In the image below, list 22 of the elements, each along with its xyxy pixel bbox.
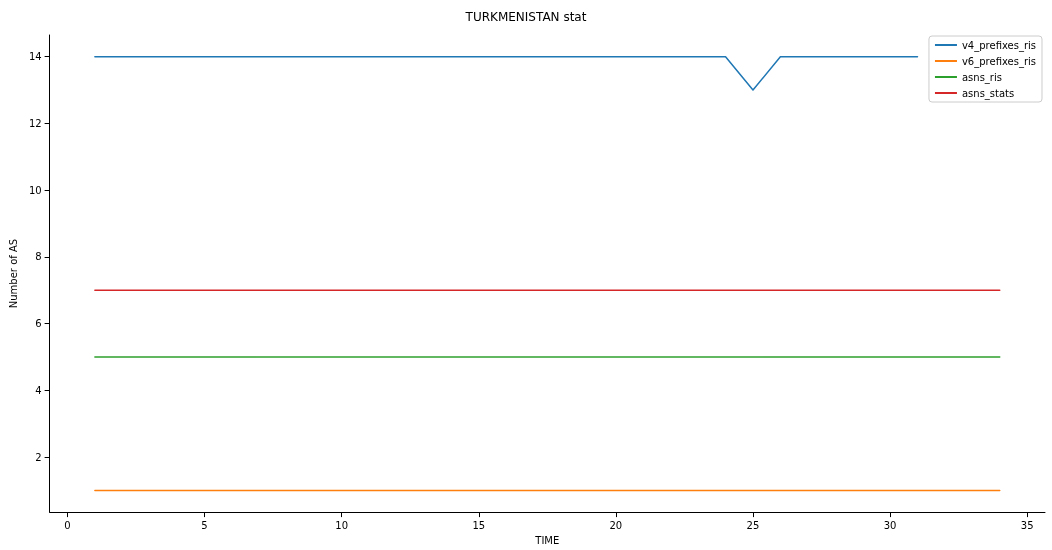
legend-label: asns_stats bbox=[961, 87, 1015, 100]
x-axis-title: TIME bbox=[534, 534, 560, 546]
legend-label: asns_ris bbox=[961, 71, 1002, 84]
y-tick-label: 2 bbox=[35, 451, 42, 463]
x-tick-label: 0 bbox=[64, 519, 71, 531]
y-tick-label: 14 bbox=[28, 51, 42, 63]
y-tick-label: 6 bbox=[35, 318, 42, 330]
legend-label: v6_prefixes_ris bbox=[961, 55, 1036, 68]
x-tick-label: 30 bbox=[883, 519, 897, 531]
y-tick-label: 10 bbox=[28, 184, 42, 196]
x-tick-label: 20 bbox=[609, 519, 623, 531]
x-tick-label: 5 bbox=[201, 519, 208, 531]
y-tick-label: 12 bbox=[28, 117, 42, 129]
legend-label: v4_prefixes_ris bbox=[961, 39, 1036, 52]
chart-title: TURKMENISTAN stat bbox=[464, 10, 587, 24]
y-axis-title: Number of AS bbox=[7, 238, 19, 309]
x-tick-label: 15 bbox=[472, 519, 486, 531]
y-tick-label: 8 bbox=[35, 251, 42, 263]
y-tick-label: 4 bbox=[35, 384, 42, 396]
x-tick-label: 35 bbox=[1020, 519, 1034, 531]
x-tick-label: 25 bbox=[746, 519, 760, 531]
x-tick-label: 10 bbox=[335, 519, 349, 531]
